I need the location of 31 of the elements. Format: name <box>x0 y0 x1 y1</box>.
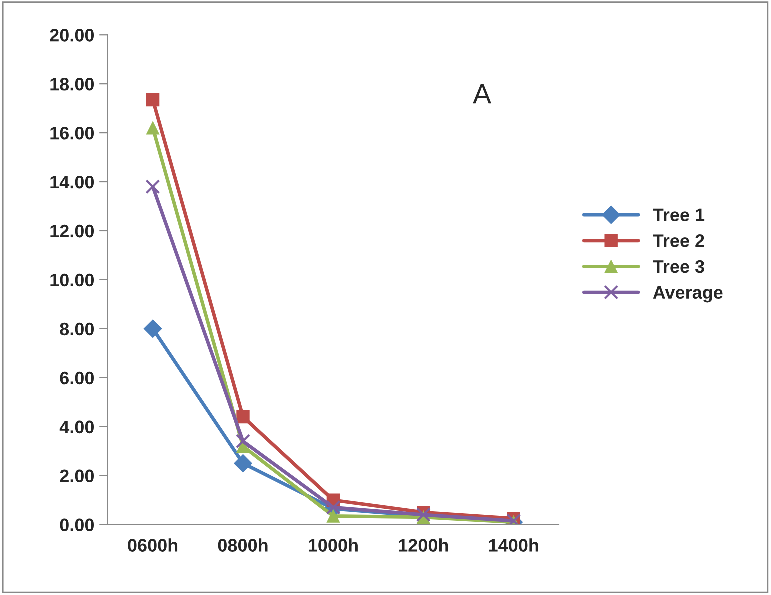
point <box>236 434 251 449</box>
y-tick-label: 16.00 <box>50 126 94 140</box>
x-tick-label: 0600h <box>128 538 178 552</box>
y-tick-label: 14.00 <box>50 176 94 189</box>
legend-label: Tree 2 <box>653 234 704 248</box>
point <box>144 320 162 338</box>
y-tick-label: 10.00 <box>50 274 94 287</box>
x-tick-label: 0800h <box>218 538 268 552</box>
legend-label: Tree 1 <box>653 208 705 222</box>
x-tick-label: 1200h <box>399 538 448 552</box>
y-tick-label: 6.00 <box>60 372 94 385</box>
point <box>146 180 160 194</box>
x-tick-label: 1000h <box>309 538 358 552</box>
y-tick-label: 4.00 <box>60 420 94 434</box>
y-tick-label: 2.00 <box>60 470 94 483</box>
y-tick-label: 0.00 <box>60 518 94 532</box>
x-tick-label: 1400h <box>489 538 538 552</box>
y-tick-label: 18.00 <box>50 78 94 91</box>
y-tick-label: 8.00 <box>60 322 94 336</box>
point <box>146 93 160 107</box>
point <box>326 510 340 523</box>
point <box>326 500 341 515</box>
annotation: A <box>473 84 492 104</box>
legend-label: Tree 3 <box>653 260 704 274</box>
y-tick-label: 20.00 <box>50 29 94 42</box>
point <box>234 454 252 473</box>
point <box>146 122 160 135</box>
y-tick-label: 12.00 <box>50 224 94 238</box>
point <box>236 410 250 424</box>
point <box>416 508 431 522</box>
legend-label: Average <box>653 286 723 303</box>
